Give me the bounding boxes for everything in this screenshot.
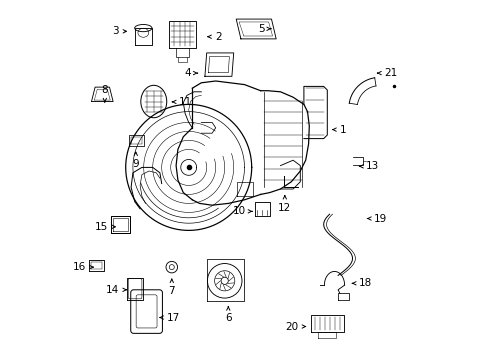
Text: 5: 5 xyxy=(258,24,264,34)
Text: 9: 9 xyxy=(132,159,139,170)
Text: 12: 12 xyxy=(278,203,291,213)
Text: 4: 4 xyxy=(184,68,191,78)
Text: 19: 19 xyxy=(373,213,386,224)
Text: 21: 21 xyxy=(384,68,397,78)
Text: 16: 16 xyxy=(73,262,86,272)
Text: 6: 6 xyxy=(224,313,231,323)
Text: 1: 1 xyxy=(339,125,346,135)
Text: 7: 7 xyxy=(168,286,175,296)
Text: 20: 20 xyxy=(285,321,298,332)
Text: 18: 18 xyxy=(358,278,371,288)
Text: 15: 15 xyxy=(94,222,107,232)
Text: 14: 14 xyxy=(106,285,119,295)
Text: 3: 3 xyxy=(112,26,118,36)
Text: 8: 8 xyxy=(102,85,108,95)
Text: 11: 11 xyxy=(179,97,192,107)
Text: 13: 13 xyxy=(366,161,379,171)
Text: 2: 2 xyxy=(215,32,221,42)
Text: 10: 10 xyxy=(232,206,245,216)
Text: 17: 17 xyxy=(167,312,180,323)
